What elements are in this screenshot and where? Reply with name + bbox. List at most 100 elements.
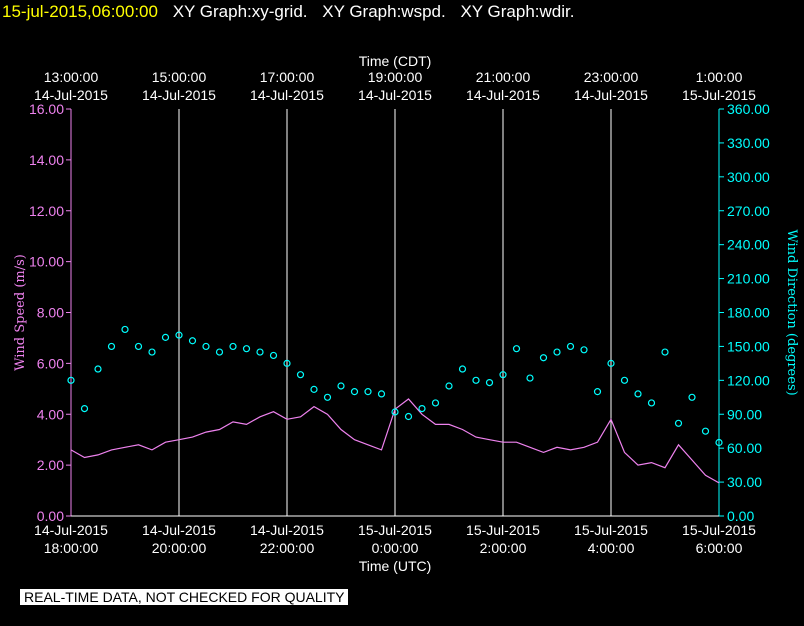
- wind-direction-point: [526, 374, 534, 382]
- wind-direction-point: [377, 390, 386, 398]
- timestamp-label: 15-jul-2015,06:00:00: [2, 2, 158, 21]
- right-axis-tick-label: 180.00: [727, 305, 770, 321]
- left-axis-tick-label: 10.00: [29, 254, 64, 270]
- wind-direction-point: [674, 419, 683, 427]
- bottom-axis-date-label: 15-Jul-2015: [682, 522, 756, 538]
- bottom-axis-title: Time (UTC): [359, 558, 432, 574]
- wind-direction-point: [215, 348, 224, 356]
- wind-direction-point: [188, 337, 197, 345]
- wind-direction-point: [620, 376, 629, 384]
- right-axis-tick-label: 360.00: [727, 101, 770, 117]
- wind-direction-point: [472, 376, 480, 384]
- top-axis-date-label: 14-Jul-2015: [574, 87, 648, 103]
- right-axis-tick-label: 150.00: [727, 338, 770, 354]
- left-axis-tick-label: 4.00: [37, 406, 64, 422]
- left-axis-tick-label: 6.00: [37, 355, 64, 371]
- wind-direction-point: [688, 393, 696, 401]
- graph-name-wdir: XY Graph:wdir.: [460, 2, 575, 21]
- top-axis-time-label: 19:00:00: [368, 69, 423, 85]
- wind-direction-point: [431, 399, 440, 407]
- wind-direction-point: [229, 342, 237, 351]
- wind-direction-point: [161, 333, 170, 341]
- right-axis-tick-label: 240.00: [727, 237, 770, 253]
- bottom-axis-date-label: 14-Jul-2015: [34, 522, 108, 538]
- right-axis-title: Wind Direction (degrees): [784, 229, 799, 395]
- wind-direction-point: [580, 346, 588, 354]
- left-axis-title: Wind Speed (m/s): [13, 254, 28, 371]
- wind-direction-point: [350, 388, 359, 396]
- right-axis-tick-label: 210.00: [727, 271, 770, 287]
- wind-direction-point: [364, 388, 372, 396]
- top-axis-time-label: 15:00:00: [152, 69, 207, 85]
- top-axis-date-label: 15-Jul-2015: [682, 87, 756, 103]
- top-axis-date-label: 14-Jul-2015: [34, 87, 108, 103]
- right-axis-tick-label: 30.00: [727, 474, 762, 490]
- wind-direction-point: [94, 365, 102, 373]
- top-axis-date-label: 14-Jul-2015: [142, 87, 216, 103]
- top-axis-time-label: 17:00:00: [260, 69, 315, 85]
- bottom-axis-time-label: 18:00:00: [44, 540, 99, 556]
- bottom-axis-time-label: 0:00:00: [372, 540, 419, 556]
- right-axis-tick-label: 0.00: [727, 508, 754, 524]
- left-axis-tick-label: 12.00: [29, 203, 64, 219]
- graph-name-grid: XY Graph:xy-grid.: [172, 2, 308, 21]
- wind-direction-point: [310, 385, 318, 393]
- wind-direction-point: [661, 348, 669, 356]
- wind-direction-point: [445, 382, 453, 390]
- chart-header: 15-jul-2015,06:00:00 XY Graph:xy-grid. X…: [2, 2, 584, 22]
- wind-direction-point: [404, 412, 413, 421]
- wind-direction-point: [566, 342, 575, 351]
- wind-direction-point: [634, 390, 642, 398]
- top-axis-time-label: 13:00:00: [44, 69, 99, 85]
- top-axis-date-label: 14-Jul-2015: [466, 87, 540, 103]
- wind-direction-point: [148, 348, 156, 356]
- bottom-axis-time-label: 20:00:00: [152, 540, 207, 556]
- wind-direction-point: [242, 345, 251, 353]
- top-axis-time-label: 23:00:00: [584, 69, 639, 85]
- wind-direction-point: [391, 408, 399, 416]
- left-axis-tick-label: 14.00: [29, 152, 64, 168]
- wind-direction-point: [337, 382, 345, 390]
- wind-direction-point: [458, 365, 467, 373]
- wind-direction-point: [80, 404, 89, 413]
- wind-direction-point: [269, 351, 278, 360]
- wind-direction-point: [175, 331, 183, 339]
- wind-direction-point: [607, 359, 615, 367]
- right-axis-tick-label: 90.00: [727, 406, 762, 422]
- wind-direction-point: [323, 393, 332, 401]
- top-axis-time-label: 21:00:00: [476, 69, 531, 85]
- top-axis-date-label: 14-Jul-2015: [358, 87, 432, 103]
- wind-direction-point: [593, 388, 602, 396]
- bottom-axis-time-label: 4:00:00: [588, 540, 635, 556]
- right-axis-tick-label: 300.00: [727, 169, 770, 185]
- top-axis-time-label: 1:00:00: [696, 69, 743, 85]
- wind-direction-point: [647, 399, 656, 407]
- data-quality-disclaimer: REAL-TIME DATA, NOT CHECKED FOR QUALITY: [20, 589, 349, 605]
- left-axis-tick-label: 0.00: [37, 508, 64, 524]
- bottom-axis-date-label: 15-Jul-2015: [358, 522, 432, 538]
- graph-name-wspd: XY Graph:wspd.: [322, 2, 446, 21]
- wind-direction-point: [539, 354, 548, 362]
- bottom-axis-date-label: 15-Jul-2015: [574, 522, 648, 538]
- top-axis-date-label: 14-Jul-2015: [250, 87, 324, 103]
- left-axis-tick-label: 8.00: [37, 305, 64, 321]
- wind-direction-point: [296, 371, 305, 379]
- top-axis-title: Time (CDT): [359, 53, 432, 69]
- wind-direction-point: [283, 359, 291, 367]
- wind-direction-point: [418, 404, 426, 413]
- bottom-axis-time-label: 6:00:00: [696, 540, 743, 556]
- right-axis-tick-label: 120.00: [727, 372, 770, 388]
- left-axis-tick-label: 16.00: [29, 101, 64, 117]
- right-axis-tick-label: 60.00: [727, 440, 762, 456]
- wind-direction-point: [715, 438, 723, 447]
- wind-direction-point: [256, 348, 264, 356]
- wind-direction-point: [512, 345, 521, 353]
- wind-direction-point: [107, 342, 116, 351]
- bottom-axis-date-label: 14-Jul-2015: [250, 522, 324, 538]
- wind-direction-point: [499, 371, 507, 379]
- wind-direction-point: [67, 376, 75, 384]
- wind-direction-point: [134, 342, 143, 351]
- wind-direction-point: [701, 427, 710, 435]
- bottom-axis-time-label: 22:00:00: [260, 540, 315, 556]
